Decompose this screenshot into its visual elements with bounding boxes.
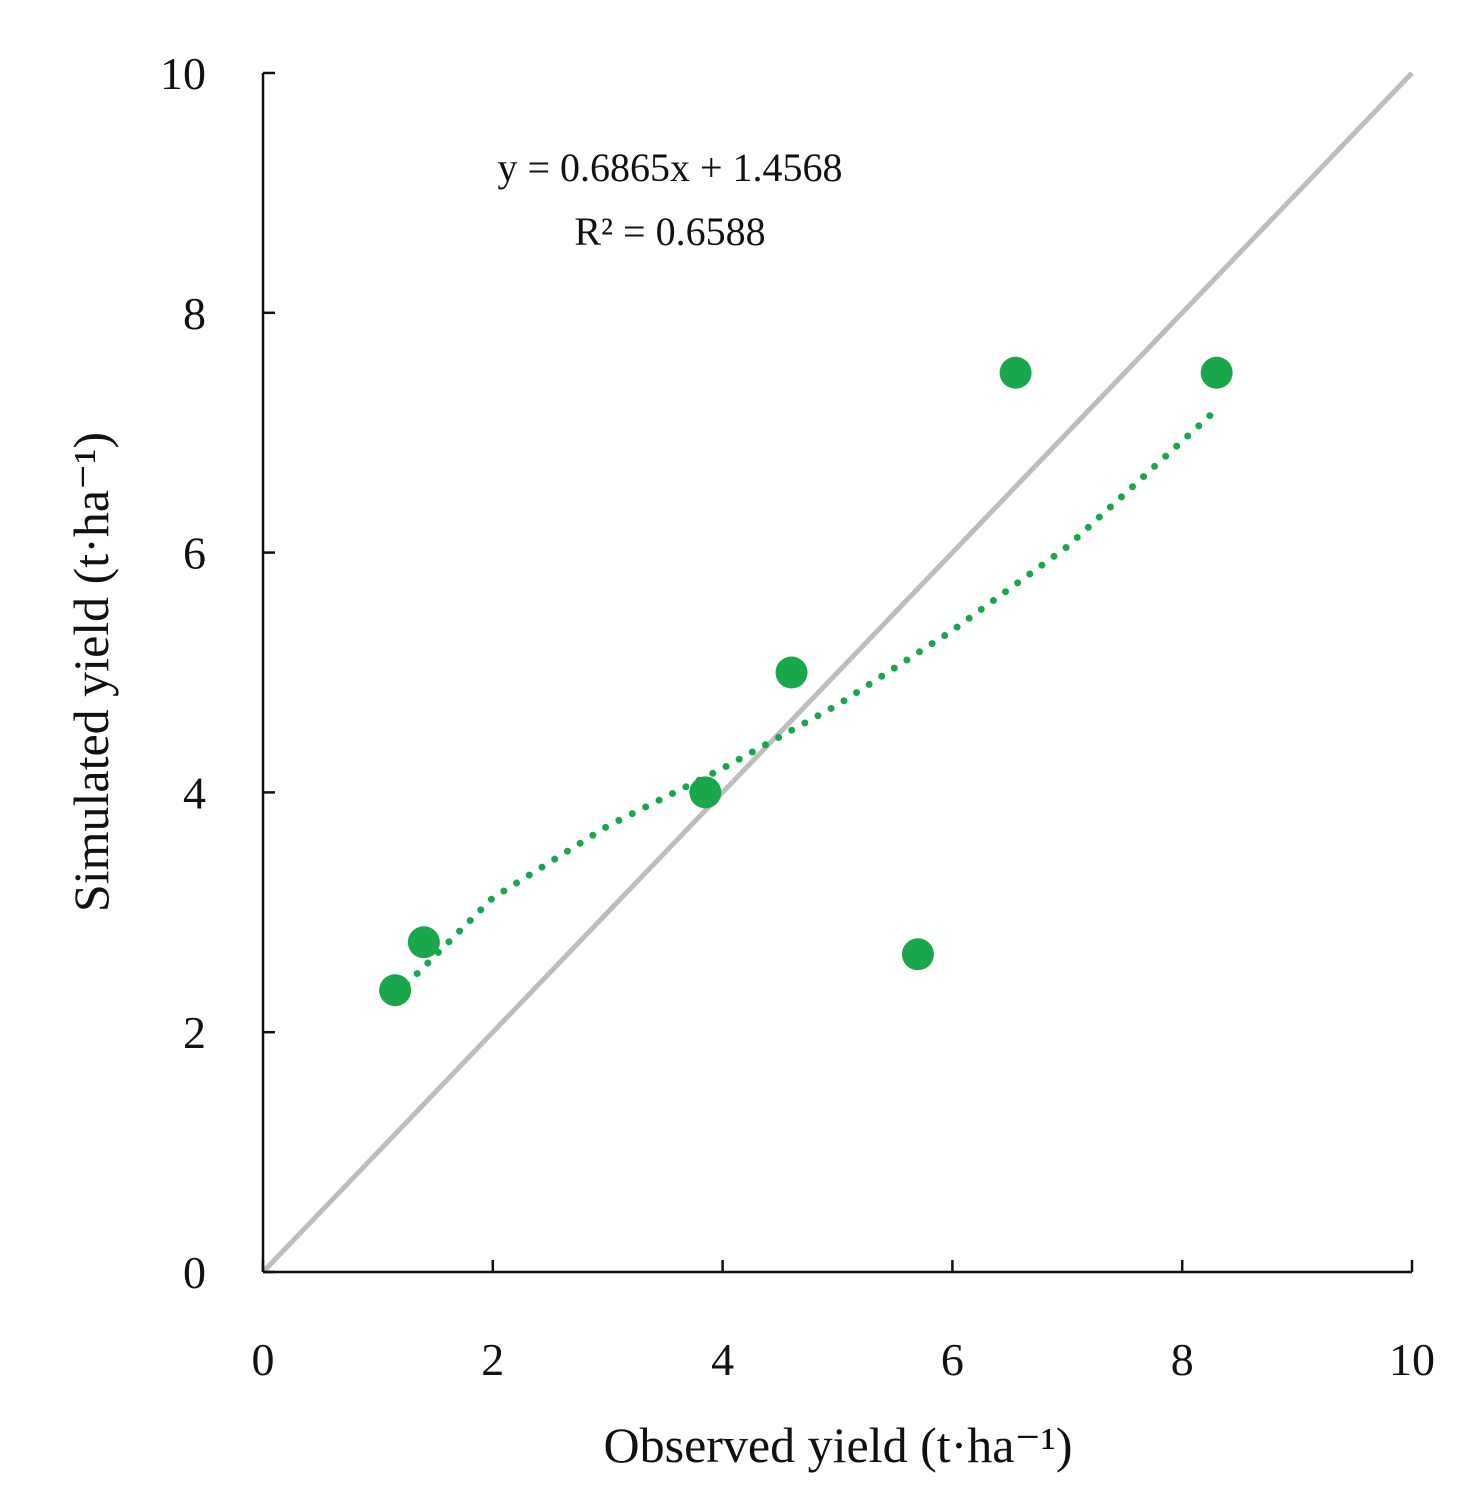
- equation-annotation: y = 0.6865x + 1.4568: [497, 145, 842, 190]
- data-point: [407, 926, 440, 959]
- x-tick-label: 2: [481, 1334, 504, 1385]
- data-point: [689, 776, 722, 809]
- x-tick-label: 10: [1389, 1334, 1435, 1385]
- points-layer: [379, 356, 1233, 1007]
- x-axis-label: Observed yield (t·ha⁻¹): [604, 1417, 1073, 1473]
- data-point: [1200, 356, 1233, 389]
- x-tick-label: 0: [252, 1334, 275, 1385]
- y-tick-label: 4: [183, 767, 206, 818]
- trendline: [403, 411, 1215, 988]
- axes-layer: [261, 71, 1414, 1274]
- reference-layer: [261, 71, 1414, 1274]
- y-tick-label: 8: [183, 288, 206, 339]
- data-point: [901, 938, 934, 971]
- data-point: [379, 974, 412, 1007]
- r-squared-annotation: R² = 0.6588: [574, 209, 765, 254]
- x-tick-label: 4: [711, 1334, 734, 1385]
- data-point: [999, 356, 1032, 389]
- one-to-one-line: [261, 71, 1414, 1274]
- y-tick-label: 6: [183, 528, 206, 579]
- y-tick-labels: 0 2 4 6 8 10: [160, 48, 206, 1298]
- y-tick-label: 10: [160, 48, 206, 99]
- y-tick-label: 2: [183, 1007, 206, 1058]
- x-tick-label: 8: [1171, 1334, 1194, 1385]
- data-point: [775, 656, 808, 689]
- trendline-layer: [403, 411, 1215, 988]
- x-tick-labels: 0 2 4 6 8 10: [252, 1334, 1436, 1385]
- x-tick-label: 6: [941, 1334, 964, 1385]
- y-tick-label: 0: [183, 1247, 206, 1298]
- y-axis-label: Simulated yield (t·ha⁻¹): [63, 432, 119, 912]
